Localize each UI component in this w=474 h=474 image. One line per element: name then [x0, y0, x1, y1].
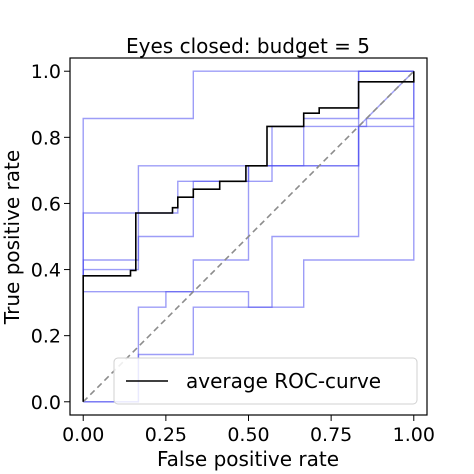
chart-title: Eyes closed: budget = 5	[126, 34, 370, 58]
x-tick-label: 0.75	[310, 424, 352, 446]
legend-label-average: average ROC-curve	[186, 369, 381, 393]
y-axis-ticks: 0.0 0.2 0.4 0.6 0.8 1.0	[31, 61, 70, 414]
x-tick-label: 0.00	[62, 424, 104, 446]
fold-roc-curve-3	[82, 71, 415, 402]
x-axis-ticks: 0.00 0.25 0.50 0.75 1.00	[62, 415, 435, 446]
x-tick-label: 1.00	[393, 424, 435, 446]
y-tick-label: 0.4	[31, 260, 61, 282]
x-tick-label: 0.50	[227, 424, 269, 446]
y-axis-label: True positive rate	[0, 150, 24, 325]
y-tick-label: 0.0	[31, 392, 61, 414]
y-tick-label: 0.6	[31, 193, 61, 215]
legend: average ROC-curve	[113, 357, 418, 405]
fold-roc-curve-1	[82, 70, 414, 402]
y-tick-label: 0.8	[31, 127, 61, 149]
fold-curves	[82, 70, 415, 403]
average-roc-curve	[82, 71, 415, 402]
chance-diagonal	[82, 70, 415, 403]
legend-box	[113, 357, 418, 405]
x-axis-label: False positive rate	[157, 447, 339, 471]
fold-roc-curve-7	[83, 71, 415, 403]
x-tick-label: 0.25	[145, 424, 187, 446]
y-tick-label: 1.0	[31, 61, 61, 83]
y-tick-label: 0.2	[31, 326, 61, 348]
